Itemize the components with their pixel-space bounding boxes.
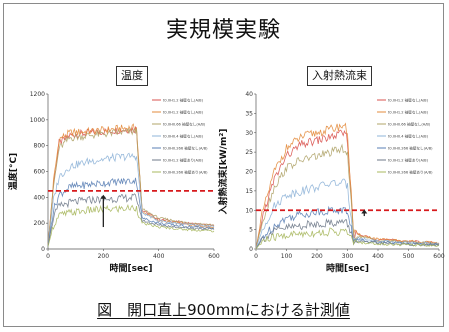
- y-tick-label: 5: [249, 227, 253, 234]
- legend-label: t0.0H1.2 袖壁なし(A/B): [388, 109, 429, 114]
- y-tick-label: 25: [245, 149, 253, 156]
- x-axis-label: 時間[sec]: [326, 262, 369, 274]
- x-tick-label: 0: [254, 253, 258, 260]
- figure-caption: 図 開口直上900mmにおける計測値: [4, 299, 443, 320]
- legend-label: t0.0H1.2 袖壁あり(A/B): [388, 157, 429, 162]
- series-line: [256, 207, 439, 249]
- x-tick-label: 500: [403, 253, 415, 260]
- x-tick-label: 300: [342, 253, 354, 260]
- y-axis-label: 入射熱流束[kW/m²]: [217, 129, 229, 216]
- x-tick-label: 400: [372, 253, 384, 260]
- y-tick-label: 30: [245, 130, 253, 137]
- x-tick-label: 600: [433, 253, 445, 260]
- legend-label: t0.0H0.4 袖壁なし(A/B): [388, 133, 429, 138]
- legend-label: t0.0H1.2 袖壁なし(A/B): [388, 97, 429, 102]
- y-tick-label: 20: [245, 169, 253, 176]
- legend-label: t0.0H0.66 袖壁なし(A/B): [388, 121, 431, 126]
- y-tick-label: 0: [249, 246, 253, 253]
- y-tick-label: 15: [245, 188, 253, 195]
- x-tick-label: 100: [281, 253, 293, 260]
- heat-flux-chart: 05101520253035400100200300400500600時間[se…: [4, 4, 445, 328]
- y-tick-label: 35: [245, 110, 253, 117]
- series-line: [256, 228, 439, 249]
- slide: 実規模実験 温度 入射熱流束 0200400600800100012000200…: [3, 3, 444, 327]
- legend-label: t0.0H0.266 袖壁あり(A/B): [388, 169, 433, 174]
- legend-label: t0.0H0.266 袖壁なし(A/B): [388, 145, 433, 150]
- y-tick-label: 40: [245, 91, 253, 98]
- y-tick-label: 10: [245, 207, 253, 214]
- x-tick-label: 200: [311, 253, 323, 260]
